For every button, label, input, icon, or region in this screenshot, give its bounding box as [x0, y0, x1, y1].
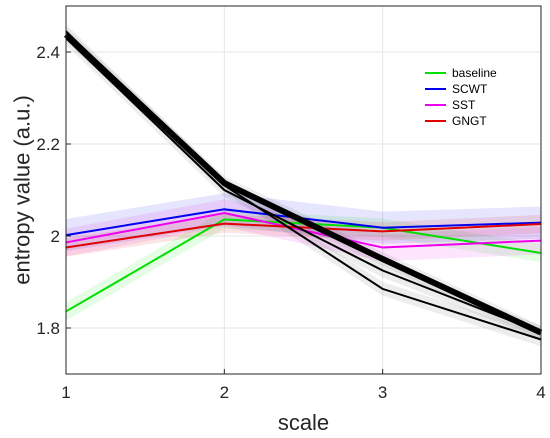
- black-line-1: [65, 30, 542, 341]
- series-line-GNGT: [65, 222, 542, 249]
- y-tick-label-2: 2.2: [36, 135, 60, 154]
- x-axis-title: scale: [278, 410, 329, 435]
- y-tick-label-3: 2.4: [36, 43, 60, 62]
- x-tick-label-0: 1: [61, 383, 70, 402]
- x-tick-label-1: 2: [220, 383, 229, 402]
- y-axis-title: entropy value (a.u.): [10, 95, 35, 285]
- x-tick-label-2: 3: [378, 383, 387, 402]
- band-GNGT: [66, 214, 541, 257]
- legend-label-SST: SST: [452, 98, 476, 112]
- legend-label-GNGT: GNGT: [452, 114, 487, 128]
- black-line-2: [65, 37, 542, 334]
- legend: baseline SCWT SST GNGT: [425, 66, 497, 128]
- axis-ticks: 1 2 3 4 1.8 2 2.2 2.4: [36, 43, 545, 402]
- x-tick-label-3: 4: [536, 383, 545, 402]
- series-lines: [63, 30, 543, 341]
- plot-frame: [65, 5, 542, 375]
- y-tick-label-0: 1.8: [36, 319, 60, 338]
- legend-label-SCWT: SCWT: [452, 82, 488, 96]
- y-tick-label-1: 2: [51, 227, 60, 246]
- band-baseline: [66, 210, 541, 321]
- legend-label-baseline: baseline: [452, 66, 497, 80]
